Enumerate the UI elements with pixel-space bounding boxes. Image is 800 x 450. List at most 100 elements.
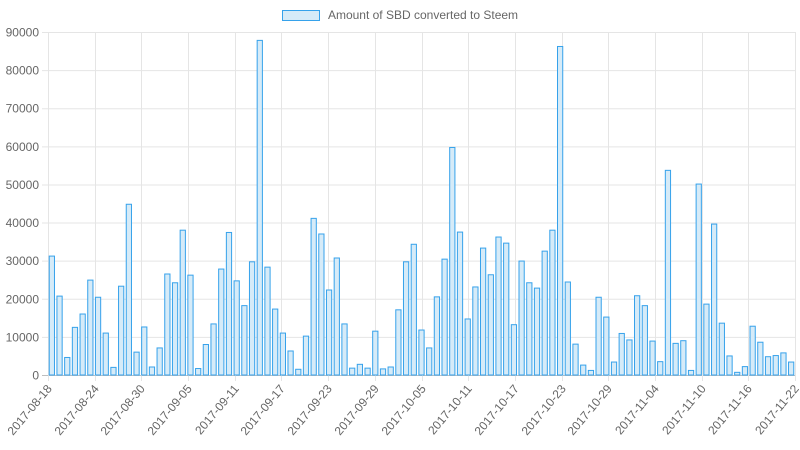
- bar[interactable]: [179, 229, 186, 376]
- bar[interactable]: [641, 305, 648, 376]
- bar[interactable]: [711, 223, 718, 376]
- bar[interactable]: [302, 335, 310, 376]
- bar[interactable]: [195, 368, 202, 376]
- bar[interactable]: [734, 371, 741, 376]
- bar[interactable]: [233, 280, 240, 376]
- bar[interactable]: [757, 341, 764, 376]
- bar[interactable]: [441, 258, 448, 376]
- bar[interactable]: [456, 231, 464, 376]
- bar[interactable]: [788, 361, 795, 376]
- bar[interactable]: [202, 344, 209, 376]
- bar[interactable]: [141, 326, 148, 376]
- legend-swatch: [281, 10, 320, 21]
- bar[interactable]: [618, 332, 625, 376]
- bar[interactable]: [56, 295, 63, 376]
- bar[interactable]: [272, 308, 279, 376]
- bar[interactable]: [71, 326, 79, 376]
- bar[interactable]: [564, 281, 571, 376]
- bar[interactable]: [225, 231, 233, 376]
- bar[interactable]: [487, 274, 494, 376]
- bar[interactable]: [133, 351, 140, 376]
- bar[interactable]: [349, 367, 356, 376]
- bar[interactable]: [295, 368, 302, 376]
- bar[interactable]: [664, 169, 672, 376]
- bar[interactable]: [649, 340, 656, 376]
- bar[interactable]: [48, 255, 55, 376]
- bar[interactable]: [510, 324, 518, 376]
- bar[interactable]: [148, 366, 156, 376]
- bar[interactable]: [657, 361, 664, 376]
- bar[interactable]: [680, 340, 687, 376]
- bar[interactable]: [395, 309, 402, 376]
- bar[interactable]: [449, 146, 456, 376]
- bar[interactable]: [472, 286, 479, 376]
- bar[interactable]: [526, 282, 533, 376]
- bar[interactable]: [749, 325, 756, 376]
- bar[interactable]: [780, 352, 787, 376]
- bar[interactable]: [171, 282, 179, 376]
- bar[interactable]: [580, 364, 587, 376]
- bar[interactable]: [587, 369, 595, 376]
- bar[interactable]: [533, 287, 541, 376]
- bar[interactable]: [79, 313, 86, 376]
- bar[interactable]: [557, 45, 564, 376]
- bar[interactable]: [626, 339, 633, 376]
- y-tick-label: 90000: [6, 26, 40, 40]
- bar[interactable]: [164, 273, 171, 376]
- bar[interactable]: [549, 229, 556, 376]
- bar[interactable]: [210, 323, 217, 376]
- bar[interactable]: [572, 343, 579, 376]
- bar[interactable]: [426, 347, 433, 376]
- bar[interactable]: [118, 285, 125, 376]
- bar[interactable]: [595, 296, 602, 376]
- bar[interactable]: [402, 261, 410, 376]
- bar[interactable]: [364, 367, 371, 376]
- bar[interactable]: [125, 203, 132, 376]
- bar[interactable]: [433, 296, 441, 376]
- bar[interactable]: [479, 247, 487, 376]
- bar[interactable]: [387, 366, 394, 376]
- bar[interactable]: [541, 250, 548, 376]
- bar[interactable]: [341, 323, 348, 376]
- bar[interactable]: [218, 268, 225, 376]
- bar[interactable]: [634, 295, 641, 376]
- bar[interactable]: [110, 366, 117, 376]
- bar[interactable]: [372, 330, 379, 376]
- bar[interactable]: [310, 217, 317, 376]
- bar[interactable]: [726, 355, 733, 376]
- bar[interactable]: [333, 257, 340, 376]
- bar[interactable]: [94, 296, 102, 376]
- bar[interactable]: [418, 329, 425, 376]
- bar[interactable]: [241, 305, 248, 376]
- bar[interactable]: [503, 242, 510, 376]
- bar[interactable]: [379, 368, 387, 376]
- bar[interactable]: [256, 39, 263, 376]
- bar[interactable]: [687, 369, 695, 376]
- bar[interactable]: [718, 322, 725, 376]
- bar[interactable]: [264, 266, 271, 376]
- bar[interactable]: [64, 356, 71, 376]
- bar[interactable]: [325, 289, 333, 376]
- bar[interactable]: [741, 366, 749, 376]
- bar[interactable]: [495, 236, 502, 376]
- bar[interactable]: [772, 355, 779, 376]
- bar[interactable]: [318, 233, 325, 376]
- bar[interactable]: [156, 347, 163, 376]
- bar[interactable]: [672, 342, 679, 376]
- bar[interactable]: [279, 332, 286, 376]
- bar[interactable]: [610, 361, 618, 376]
- bar[interactable]: [464, 318, 471, 376]
- chart-legend[interactable]: Amount of SBD converted to Steem: [0, 8, 800, 22]
- bar[interactable]: [187, 274, 194, 376]
- bar[interactable]: [764, 356, 772, 376]
- bar[interactable]: [248, 261, 256, 376]
- bar[interactable]: [287, 350, 294, 376]
- bar[interactable]: [356, 363, 364, 376]
- bar[interactable]: [87, 279, 94, 376]
- bar[interactable]: [102, 332, 109, 376]
- bar[interactable]: [695, 183, 702, 376]
- bar[interactable]: [410, 243, 417, 376]
- bar[interactable]: [518, 260, 525, 376]
- bar[interactable]: [703, 303, 710, 376]
- bar[interactable]: [603, 316, 610, 376]
